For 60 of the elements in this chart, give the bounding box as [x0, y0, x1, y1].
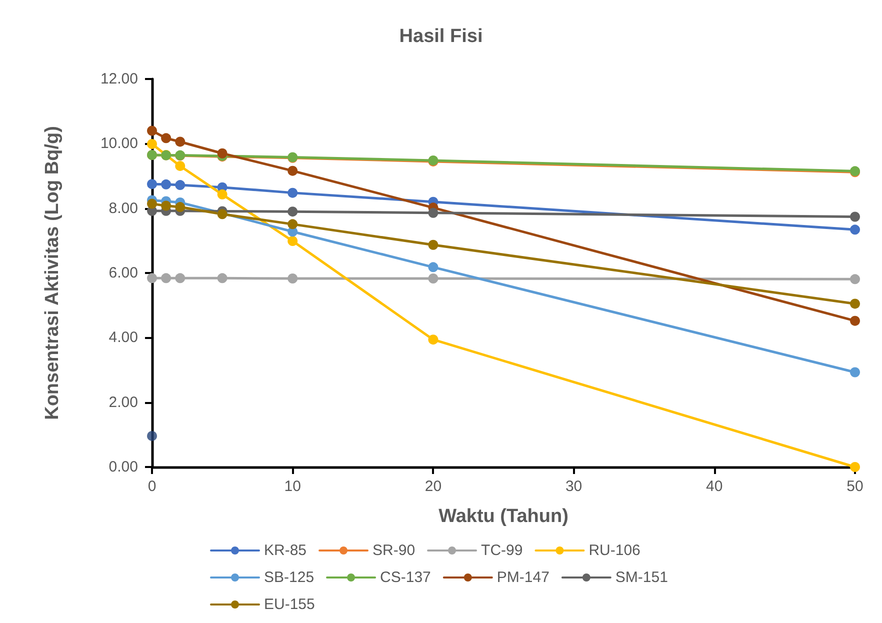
y-tick-label: 4.00 [108, 329, 138, 346]
point [850, 224, 860, 235]
point [288, 236, 298, 246]
point [428, 334, 438, 345]
legend-label: RU-106 [588, 542, 640, 559]
point [217, 273, 228, 284]
point [850, 274, 860, 284]
point [161, 273, 172, 284]
y-tick-label: 10.00 [100, 135, 138, 152]
y-tick-label: 0.00 [108, 458, 138, 476]
legend-label: KR-85 [264, 542, 307, 559]
point [147, 273, 157, 284]
point [288, 219, 298, 230]
point [161, 200, 172, 211]
x-tick-label: 40 [706, 478, 723, 495]
point [175, 136, 186, 147]
legend-label: CS-137 [380, 569, 431, 586]
point [850, 367, 860, 378]
x-tick-label: 30 [565, 478, 582, 495]
x-axis-title: Waktu (Tahun) [438, 506, 568, 527]
point [288, 166, 298, 176]
point [428, 208, 438, 218]
y-tick-label: 8.00 [108, 200, 138, 217]
point [161, 133, 172, 144]
point [175, 160, 186, 171]
point [850, 316, 860, 326]
point [147, 430, 157, 441]
point [428, 274, 438, 284]
point [175, 202, 186, 212]
x-tick-label: 0 [148, 478, 156, 495]
point [288, 274, 298, 284]
point [217, 148, 228, 158]
point [428, 262, 438, 272]
x-tick-label: 20 [424, 478, 442, 495]
point [147, 138, 157, 149]
x-tick-label: 10 [284, 478, 301, 495]
point [850, 212, 860, 222]
point [147, 198, 157, 209]
y-axis-title: Konsentrasi Aktivitas (Log Bq/g) [42, 126, 63, 420]
x-tick-label: 50 [846, 478, 864, 495]
legend-label: SR-90 [372, 542, 416, 559]
point [428, 240, 438, 250]
point [147, 179, 157, 190]
point [147, 126, 157, 136]
legend-label: SM-151 [615, 569, 668, 586]
chart-title: Hasil Fisi [399, 26, 483, 47]
y-tick-label: 2.00 [108, 394, 138, 411]
point [850, 298, 860, 309]
point [175, 180, 186, 190]
point [288, 206, 298, 217]
point [288, 188, 298, 198]
legend-label: EU-155 [264, 596, 315, 613]
point [217, 189, 228, 200]
point [175, 273, 186, 284]
y-tick-label: 6.00 [108, 264, 138, 282]
y-tick-label: 12.00 [100, 70, 138, 88]
point [161, 179, 172, 190]
legend-label: PM-147 [496, 569, 550, 586]
legend-label: SB-125 [264, 569, 314, 586]
legend-label: TC-99 [481, 542, 523, 559]
